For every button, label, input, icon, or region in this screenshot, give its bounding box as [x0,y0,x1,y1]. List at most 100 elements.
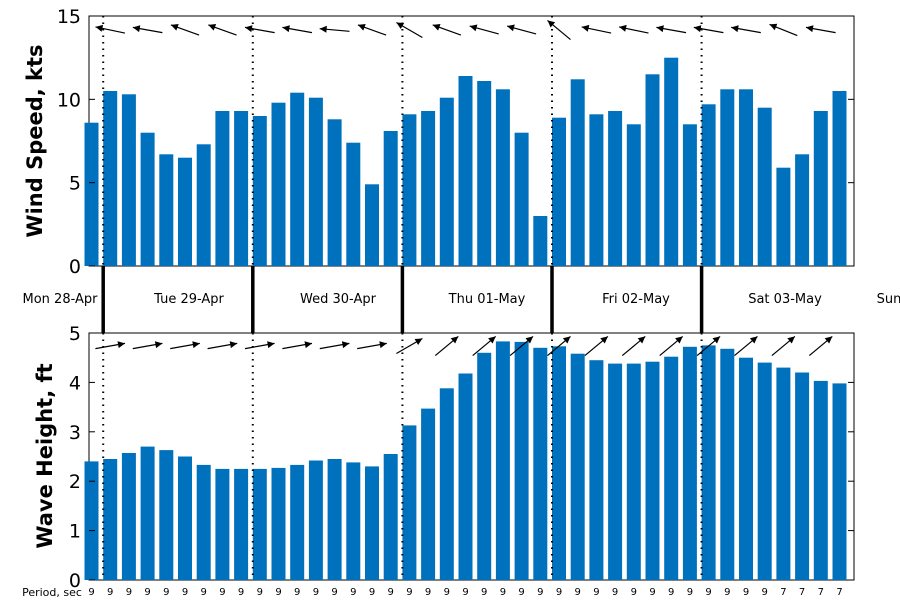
wave-arrow-head [414,338,423,345]
wave-bar [739,357,753,580]
period-label: Period, sec [22,586,82,599]
wind-y-tick-label: 5 [69,173,81,195]
period-value: 9 [649,587,655,598]
period-value: 9 [388,587,394,598]
wave-bar [757,362,772,580]
period-value: 9 [612,587,618,598]
period-value: 9 [107,587,113,598]
wave-bar [215,468,230,580]
wind-arrow-head [132,25,141,33]
wave-arrow-head [117,341,125,349]
wind-arrow-head [170,24,179,31]
wind-bar [739,89,753,266]
wave-bar [252,468,267,580]
period-value: 9 [444,587,450,598]
wind-bar [832,91,847,266]
wind-bar [795,154,810,266]
period-value: 9 [257,587,263,598]
wave-bar [664,356,679,580]
day-label: Sun [877,292,900,307]
wave-bar [477,352,492,580]
wave-bar [308,460,323,580]
wind-arrow-head [432,24,441,31]
wind-arrow-head [396,22,405,29]
day-label: Mon 28-Apr [23,292,99,307]
wind-bar [439,97,454,266]
period-value: 7 [780,587,786,598]
wind-bar [720,89,735,266]
period-value: 9 [743,587,749,598]
wind-arrow-head [282,25,290,33]
period-value: 9 [705,587,711,598]
wave-bar [439,388,454,580]
wind-arrow-head [547,20,556,28]
wind-bar [477,81,492,266]
wave-bar [84,461,99,580]
wind-arrow-head [731,25,739,33]
wave-midnight-lines [102,333,703,580]
wind-bar [346,142,361,266]
period-value: 9 [593,587,599,598]
wind-arrow-head [806,25,814,33]
wave-bar [383,454,398,580]
wind-bar [757,107,772,266]
wave-bar [121,453,136,580]
wind-bar [664,57,679,267]
wind-bar [140,132,155,266]
wave-arrow-head [787,336,795,344]
day-label: Tue 29-Apr [153,292,224,307]
wind-arrow-head [693,25,702,33]
period-value: 7 [799,587,805,598]
wave-bar [682,346,697,580]
wind-bar [458,76,473,266]
wind-arrow-head [208,24,217,31]
period-value: 9 [144,587,150,598]
wind-arrow-head [581,24,590,32]
wave-bar [271,467,286,580]
wind-bar [813,111,828,266]
wave-direction-arrows [95,335,833,357]
wind-direction-arrows [95,19,836,41]
wind-arrow-head [245,25,253,33]
wind-bar [626,124,641,266]
wave-arrow-head [154,341,163,349]
wave-bar [589,360,604,580]
period-value: 9 [275,587,281,598]
wind-bar [290,92,305,266]
wave-bar [421,408,436,580]
wind-arrow-head [357,24,366,31]
period-value: 9 [762,587,768,598]
day-label: Thu 01-May [448,292,526,307]
wind-bar [402,114,417,266]
wave-y-tick-label: 4 [69,372,81,394]
wind-bar [234,111,249,266]
wave-bar [813,380,828,580]
wind-bar [514,132,529,266]
period-value: 9 [481,587,487,598]
wave-bar [290,464,305,580]
wave-arrow-head [637,336,646,344]
wave-bar [701,345,716,580]
wind-midnight-lines [102,16,703,266]
wave-y-axis-label: Wave Height, ft [33,363,57,548]
wind-y-axis-label: Wind Speed, kts [23,44,47,237]
period-value: 9 [313,587,319,598]
period-value: 9 [537,587,543,598]
period-value: 9 [219,587,225,598]
wave-arrow-head [229,341,238,349]
period-value: 9 [462,587,468,598]
wave-y-tick-label: 1 [69,521,81,543]
wave-bar [795,372,810,580]
wind-bar [552,117,566,266]
wind-bar [327,119,342,266]
period-value: 9 [369,587,375,598]
wave-bar [140,446,155,580]
wave-arrow-head [600,336,608,344]
wind-arrow-head [95,24,104,32]
wind-bar [645,74,660,266]
day-label-strip: Mon 28-Apr Tue 29-Apr Wed 30-Apr Thu 01-May… [23,266,900,333]
wave-bar [832,383,847,580]
wind-bar [701,104,716,266]
wind-speed-panel: 0 5 10 15 Wind Speed, kts [23,6,855,278]
